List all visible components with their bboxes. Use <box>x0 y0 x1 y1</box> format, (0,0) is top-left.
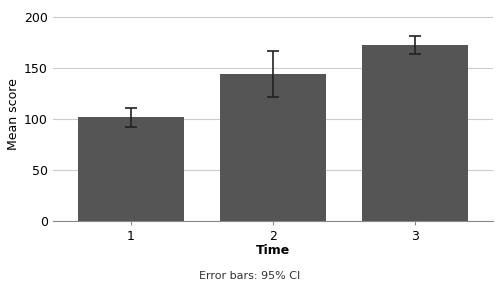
Y-axis label: Mean score: Mean score <box>7 78 20 150</box>
Bar <box>220 74 326 221</box>
X-axis label: Time: Time <box>256 244 290 257</box>
Text: Error bars: 95% CI: Error bars: 95% CI <box>200 271 300 281</box>
Bar <box>78 117 184 221</box>
Bar <box>362 45 468 221</box>
